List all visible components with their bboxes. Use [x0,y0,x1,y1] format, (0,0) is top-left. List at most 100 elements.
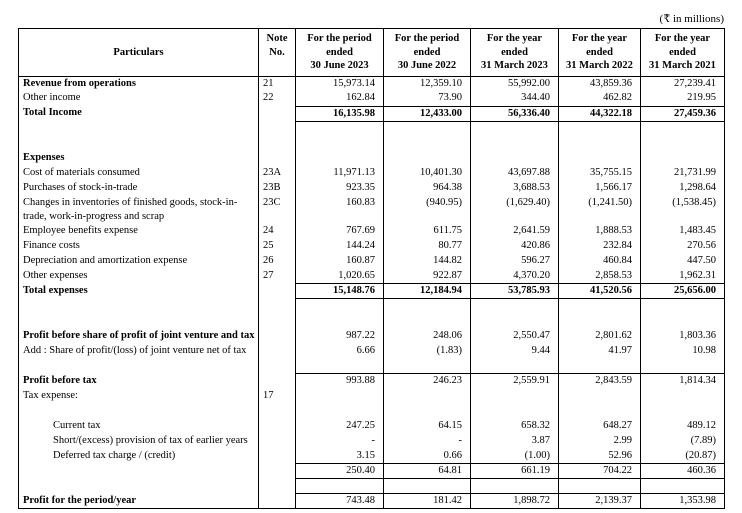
note-cell: 26 [258,253,296,269]
column-header-line: ended [501,46,528,58]
value-cell: 270.56 [640,238,725,254]
column-header-period-jun-2023: For the period ended 30 June 2023 [295,28,384,77]
note-cell [258,343,296,359]
currency-note: (₹ in millions) [659,13,724,25]
table-row: Total expenses 15,148.76 12,184.94 53,785.9… [19,283,725,300]
particulars-cell: Changes in inventories of finished goods… [23,197,238,223]
value-cell [383,121,471,137]
table-row: Profit before share of profit of joint v… [19,328,725,344]
value-cell: (1,538.45) [640,196,725,224]
value-cell: 1,814.34 [640,373,725,389]
value-cell: 35,755.15 [558,166,641,182]
table-row: Revenue from operations 21 15,973.14 12,359… [19,76,725,92]
value-cell: 144.82 [383,253,471,269]
table-row: Employee benefits expense 24 767.69 611.75 2… [19,223,725,239]
value-cell: 15,973.14 [295,76,384,92]
value-cell [295,121,384,137]
value-cell [383,313,471,329]
value-cell [558,358,641,374]
particulars-cell: Purchases of stock-in-trade [23,182,138,194]
particulars-cell: Other expenses [23,269,88,281]
value-cell: (1.83) [383,343,471,359]
note-cell [258,136,296,152]
note-cell: 21 [258,76,296,92]
value-cell [383,136,471,152]
particulars-cell: Profit before tax [23,374,97,386]
value-cell [470,298,559,314]
value-cell: 44,322.18 [558,105,641,122]
value-cell: 16,135.98 [295,105,384,122]
value-cell: 922.87 [383,268,471,284]
column-header-year-mar-2023: For the year ended 31 March 2023 [470,28,559,77]
value-cell: (7.89) [640,433,725,449]
value-cell: (940.95) [383,196,471,224]
value-cell [295,136,384,152]
particulars-cell: Deferred tax charge / (credit) [53,449,176,461]
value-cell [470,313,559,329]
value-cell: 460.36 [640,463,725,480]
note-cell: 23A [258,166,296,182]
value-cell: 6.66 [295,343,384,359]
value-cell [470,136,559,152]
value-cell: 27,459.36 [640,105,725,122]
note-cell [258,403,296,419]
value-cell [558,403,641,419]
note-cell [258,478,296,494]
note-cell [258,493,296,509]
note-cell [258,358,296,374]
table-row: Changes in inventories of finished goods… [19,196,725,224]
value-cell: 1,020.65 [295,268,384,284]
value-cell: 923.35 [295,181,384,197]
value-cell: 4,370.20 [470,268,559,284]
value-cell: 2,858.53 [558,268,641,284]
particulars-cell: Cost of materials consumed [23,167,140,179]
note-cell [258,298,296,314]
header-row: Particulars Note No. For the period ended 30 … [18,28,725,77]
table-row: Other expenses 27 1,020.65 922.87 4,370.20 2,… [19,268,725,284]
particulars-cell: Expenses [23,152,65,164]
value-cell [640,298,725,314]
value-cell: 2,559.91 [470,373,559,389]
value-cell [295,298,384,314]
value-cell: 2,641.59 [470,223,559,239]
value-cell: 648.27 [558,418,641,434]
note-cell: 27 [258,268,296,284]
value-cell [640,136,725,152]
spacer-row [19,136,725,152]
spacer-row [19,403,725,419]
note-cell: 22 [258,91,296,107]
value-cell [640,478,725,494]
table-row: Profit before tax 993.88 246.23 2,559.91 2,8… [19,373,725,389]
value-cell: 12,359.10 [383,76,471,92]
column-header-line: 31 March 2022 [566,60,633,72]
column-header-line: No. [269,46,285,58]
column-header-line: 30 June 2022 [397,60,457,72]
particulars-cell: Depreciation and amortization expense [23,254,188,266]
value-cell: 661.19 [470,463,559,480]
table-row: Finance costs 25 144.24 80.77 420.86 232.84 27… [19,238,725,254]
value-cell: 219.95 [640,91,725,107]
particulars-cell: Add : Share of profit/(loss) of joint ve… [23,344,247,356]
value-cell: 181.42 [383,493,471,509]
value-cell: 2,843.59 [558,373,641,389]
table-row: Total Income 16,135.98 12,433.00 56,336.40 4… [19,105,725,122]
column-header-line: Particulars [113,46,164,58]
particulars-cell: Other income [23,92,81,104]
column-header-particulars: Particulars [18,28,259,77]
value-cell: 41,520.56 [558,283,641,300]
note-cell [258,106,296,122]
value-cell [295,388,384,404]
value-cell [470,151,559,167]
value-cell [383,403,471,419]
note-cell: 23C [258,196,296,224]
value-cell: 160.87 [295,253,384,269]
value-cell: (1,629.40) [470,196,559,224]
value-cell: 21,731.99 [640,166,725,182]
note-cell [258,433,296,449]
value-cell: 596.27 [470,253,559,269]
note-cell: 17 [258,388,296,404]
value-cell: 3.15 [295,448,384,464]
profit-and-loss-table: Particulars Note No. For the period ended 30 … [18,28,725,510]
value-cell [640,151,725,167]
spacer-row [19,298,725,314]
